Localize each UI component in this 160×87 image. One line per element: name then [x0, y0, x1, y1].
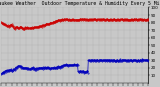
Title: Milwaukee Weather  Outdoor Temperature & Humidity Every 5 Min: Milwaukee Weather Outdoor Temperature & …: [0, 1, 160, 6]
